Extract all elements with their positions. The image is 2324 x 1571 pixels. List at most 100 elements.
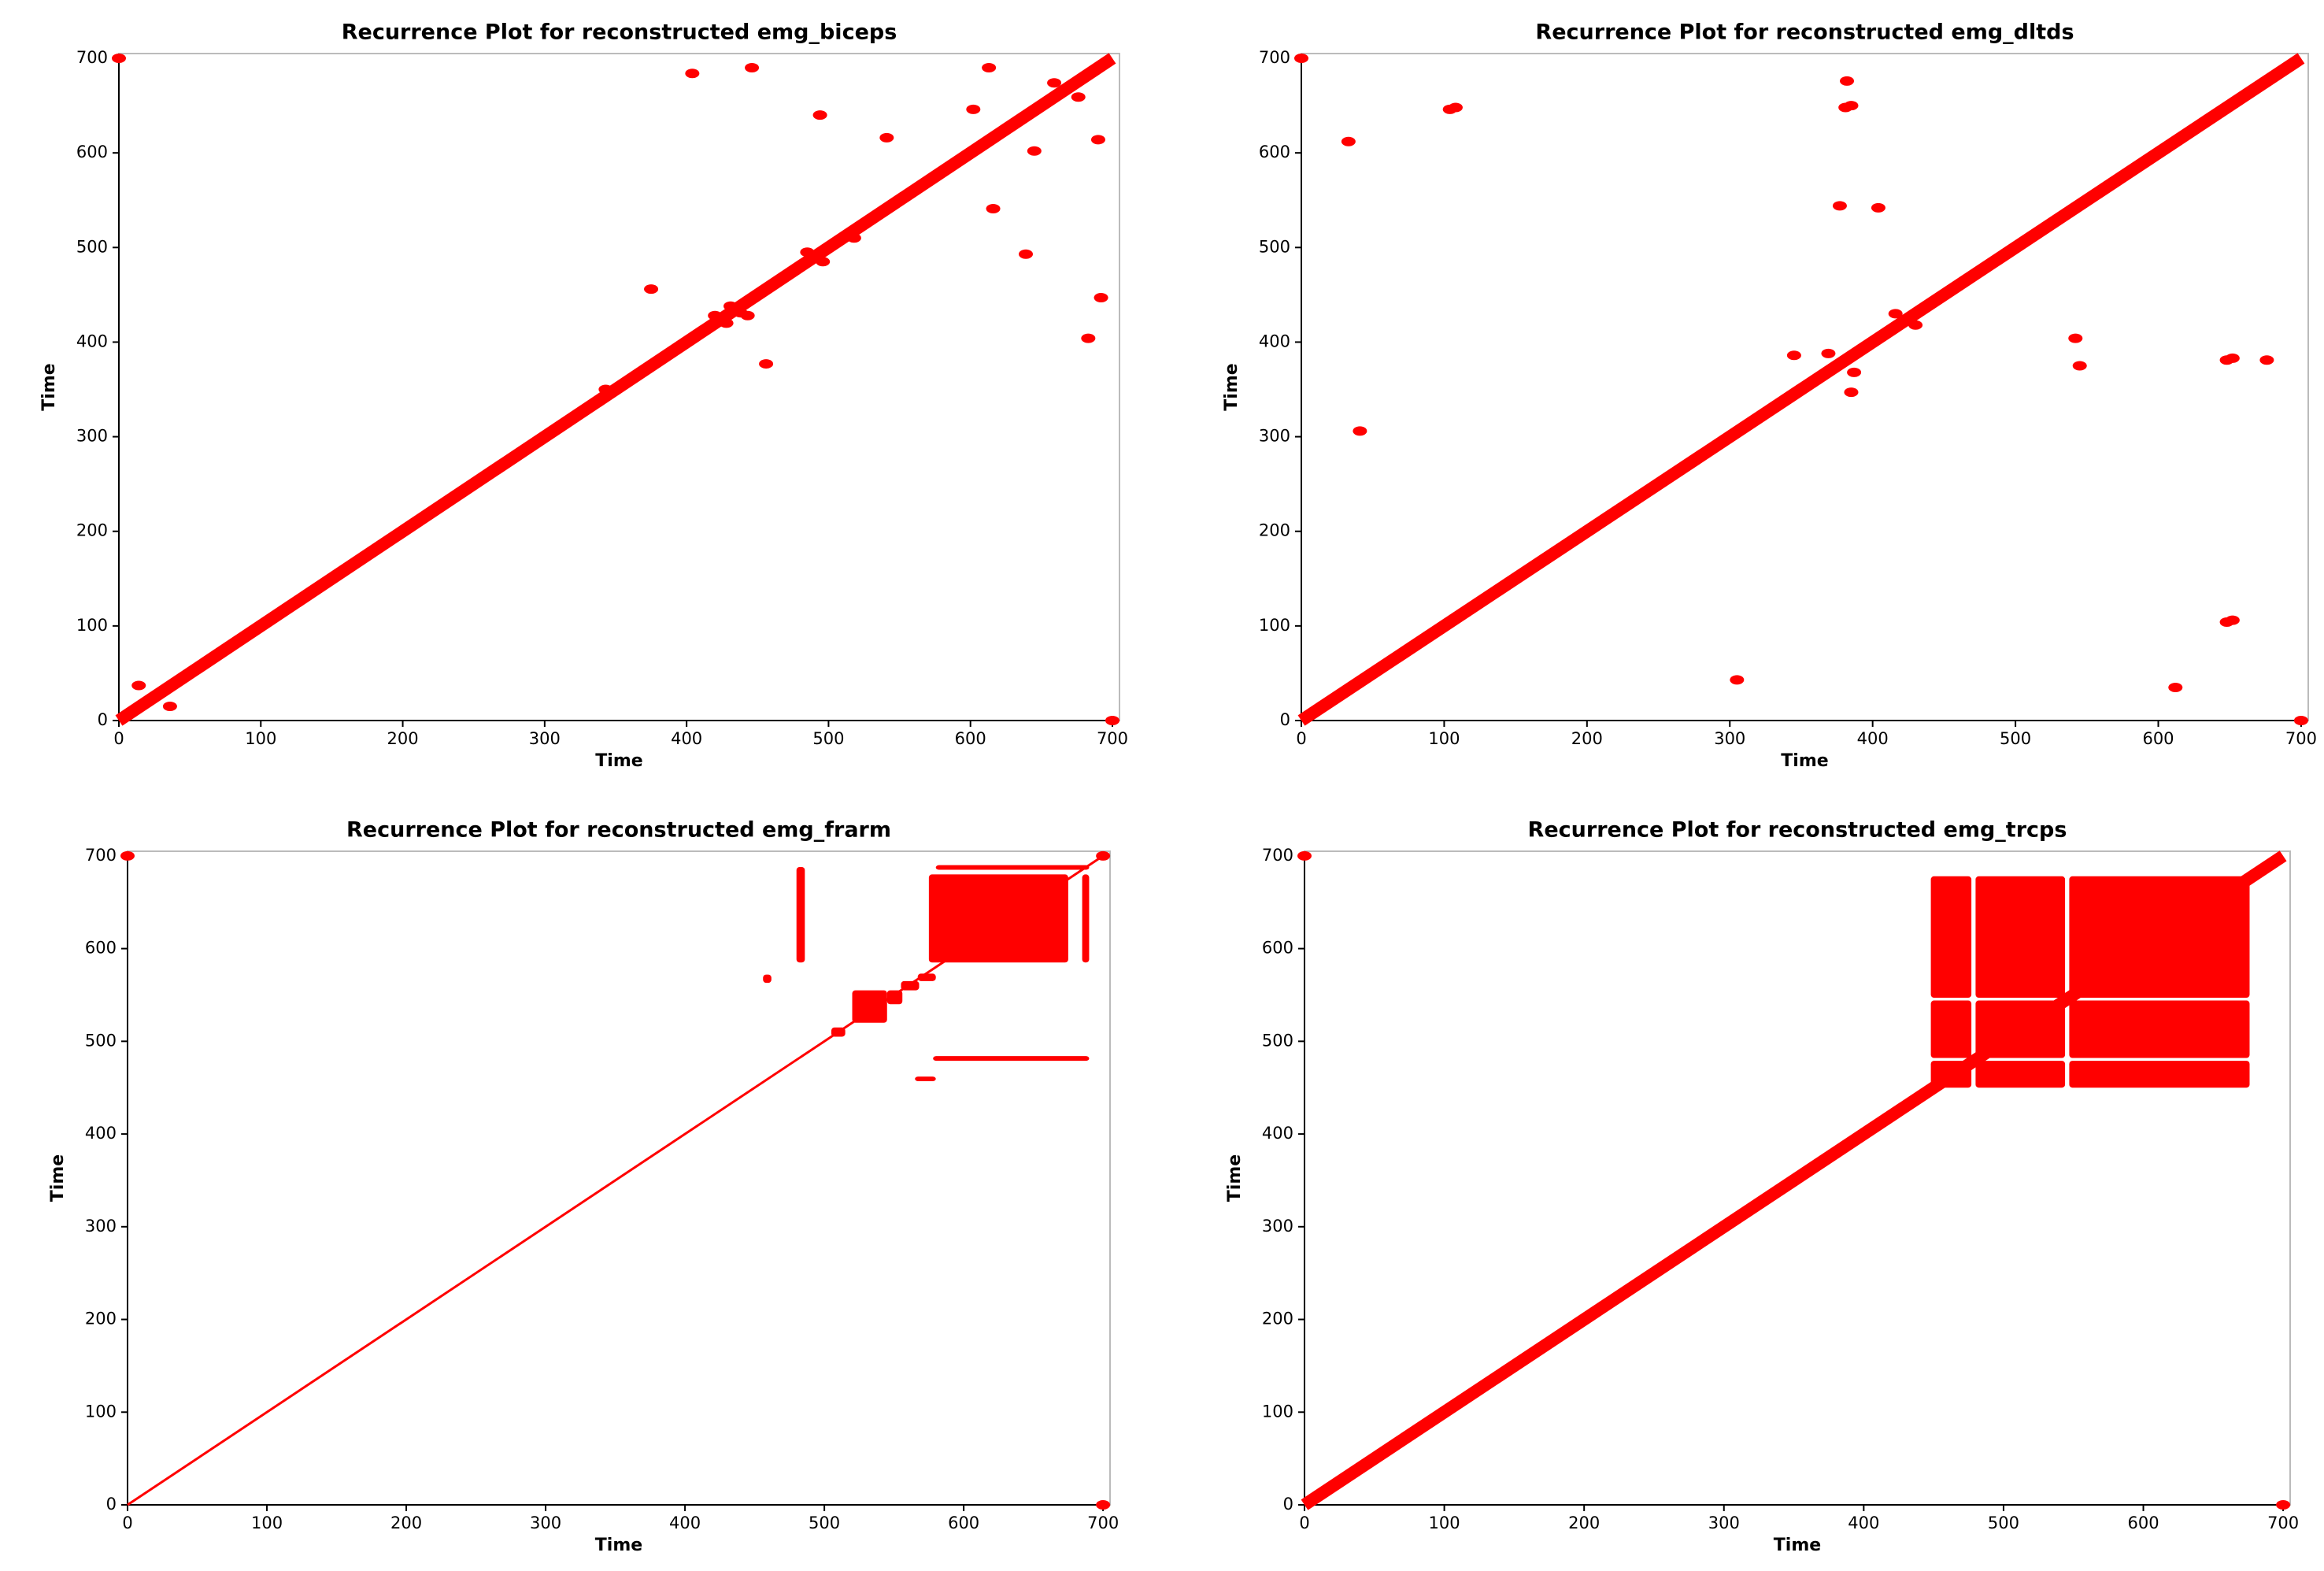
y-axis-label: Time xyxy=(1225,1154,1245,1202)
recurrence-block xyxy=(2069,876,2250,999)
y-tick-label: 0 xyxy=(1280,710,1290,729)
recurrence-block xyxy=(928,874,1068,963)
recurrence-point xyxy=(2072,361,2087,371)
y-tick-label: 500 xyxy=(1262,1031,1293,1050)
recurrence-point xyxy=(1353,426,1367,436)
y-tick-label: 700 xyxy=(1259,48,1290,67)
recurrence-point xyxy=(846,233,861,243)
y-tick-label: 100 xyxy=(85,1402,117,1421)
diagonal xyxy=(127,854,1104,1506)
y-tick-label: 600 xyxy=(1259,143,1290,161)
y-tick-label: 200 xyxy=(76,521,108,540)
x-tick-label: 0 xyxy=(113,729,124,748)
y-tick-label: 100 xyxy=(1259,616,1290,635)
y-tick-label: 400 xyxy=(85,1124,117,1143)
recurrence-block xyxy=(1082,874,1090,963)
y-tick-label: 600 xyxy=(76,143,108,161)
x-tick-label: 100 xyxy=(245,729,276,748)
recurrence-point xyxy=(800,247,815,258)
recurrence-point xyxy=(719,318,734,328)
recurrence-point xyxy=(1730,675,1745,685)
recurrence-point xyxy=(1871,202,1885,213)
x-tick-label: 200 xyxy=(1571,729,1603,748)
recurrence-point xyxy=(1821,348,1836,358)
recurrence-block xyxy=(886,990,903,1005)
x-tick-label: 700 xyxy=(1097,729,1128,748)
x-tick-label: 100 xyxy=(1428,729,1460,748)
recurrence-point xyxy=(1094,292,1108,302)
x-tick-label: 100 xyxy=(1429,1514,1460,1532)
x-tick-label: 300 xyxy=(1708,1514,1740,1532)
recurrence-point xyxy=(2225,353,2240,363)
recurrence-point xyxy=(1081,333,1096,343)
y-tick-label: 500 xyxy=(1259,237,1290,256)
recurrence-block xyxy=(831,1027,846,1037)
recurrence-point xyxy=(1847,367,1862,377)
recurrence-point xyxy=(1844,387,1859,398)
recurrence-block xyxy=(796,867,805,963)
recurrence-point xyxy=(1840,76,1855,86)
recurrence-block xyxy=(917,973,936,981)
recurrence-point xyxy=(1096,850,1111,861)
y-tick-label: 700 xyxy=(85,846,117,865)
recurrence-point xyxy=(1341,136,1356,146)
chart-title: Recurrence Plot for reconstructed emg_fr… xyxy=(346,818,891,843)
y-tick-label: 0 xyxy=(98,710,108,729)
x-tick-label: 600 xyxy=(948,1514,979,1532)
recurrence-point xyxy=(708,310,723,320)
x-tick-label: 400 xyxy=(1848,1514,1879,1532)
recurrence-block xyxy=(1930,876,1972,999)
recurrence-point xyxy=(2276,1500,2291,1510)
recurrence-point xyxy=(1027,146,1042,156)
recurrence-block xyxy=(2069,1061,2250,1088)
x-tick-label: 300 xyxy=(529,729,561,748)
recurrence-point xyxy=(120,850,135,861)
recurrence-point xyxy=(644,284,659,295)
recurrence-point xyxy=(2225,615,2240,625)
recurrence-point xyxy=(2259,355,2274,365)
y-tick-label: 100 xyxy=(76,616,108,635)
recurrence-block xyxy=(1930,1061,1972,1088)
recurrence-point xyxy=(812,110,827,120)
x-tick-label: 600 xyxy=(2142,729,2174,748)
chart-title: Recurrence Plot for reconstructed emg_dl… xyxy=(1535,20,2074,45)
x-tick-label: 500 xyxy=(809,1514,840,1532)
x-tick-label: 0 xyxy=(1299,1514,1309,1532)
recurrence-point xyxy=(685,69,700,79)
recurrence-point xyxy=(2293,716,2308,725)
chart-title: Recurrence Plot for reconstructed emg_bi… xyxy=(342,20,897,45)
recurrence-block xyxy=(933,1056,1090,1062)
recurrence-point xyxy=(816,257,831,267)
x-tick-label: 100 xyxy=(251,1514,283,1532)
x-tick-label: 500 xyxy=(812,729,844,748)
y-tick-label: 200 xyxy=(1259,521,1290,540)
y-tick-label: 200 xyxy=(85,1310,117,1328)
recurrence-block xyxy=(2069,1000,2250,1058)
recurrence-point xyxy=(740,310,755,320)
y-tick-label: 700 xyxy=(1262,846,1293,865)
x-tick-label: 0 xyxy=(1296,729,1306,748)
x-tick-label: 400 xyxy=(669,1514,701,1532)
recurrence-point xyxy=(1832,201,1847,211)
y-tick-label: 300 xyxy=(1259,427,1290,446)
y-tick-label: 600 xyxy=(1262,939,1293,958)
y-tick-label: 600 xyxy=(85,939,117,958)
y-tick-label: 300 xyxy=(76,427,108,446)
recurrence-point xyxy=(1297,850,1312,861)
y-tick-label: 200 xyxy=(1262,1310,1293,1328)
x-tick-label: 600 xyxy=(955,729,986,748)
recurrence-block xyxy=(915,1076,936,1081)
x-axis-label: Time xyxy=(1781,751,1828,771)
recurrence-point xyxy=(1448,102,1463,113)
recurrence-block xyxy=(935,865,1090,870)
x-tick-label: 0 xyxy=(122,1514,132,1532)
recurrence-point xyxy=(1838,102,1853,113)
x-tick-label: 500 xyxy=(2000,729,2031,748)
y-tick-label: 700 xyxy=(76,48,108,67)
recurrence-block xyxy=(1975,1061,2066,1088)
y-axis-label: Time xyxy=(48,1154,68,1202)
recurrence-block xyxy=(1930,1000,1972,1058)
y-tick-label: 500 xyxy=(85,1031,117,1050)
y-tick-label: 300 xyxy=(85,1217,117,1236)
recurrence-point xyxy=(723,301,738,311)
